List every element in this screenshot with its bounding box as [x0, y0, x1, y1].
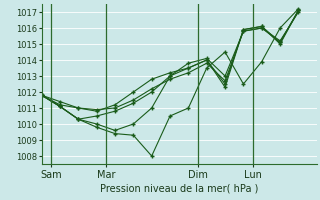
X-axis label: Pression niveau de la mer( hPa ): Pression niveau de la mer( hPa ): [100, 184, 258, 194]
